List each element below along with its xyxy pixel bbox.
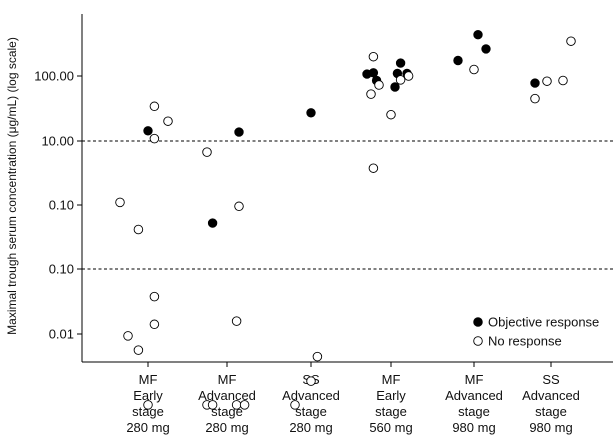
x-category-label-line: Early [376, 388, 406, 403]
y-tick-label: 0.10 [49, 198, 74, 213]
x-category-label-line: 980 mg [529, 420, 572, 435]
x-category-label-line: stage [458, 404, 490, 419]
x-category-label: SS Advanced stage 980 mg [522, 372, 580, 435]
y-tick-label: 0.10 [49, 262, 74, 277]
x-category-label-line: MF [465, 372, 484, 387]
no-response-point [202, 147, 212, 157]
objective-response-point [306, 108, 316, 118]
x-category-label-line: 280 mg [126, 420, 169, 435]
no-response-point [374, 80, 384, 90]
no-response-point [530, 93, 540, 104]
legend-label: Objective response [488, 315, 599, 330]
objective-response-point [143, 126, 153, 136]
no-response-point [306, 376, 316, 386]
no-response-point [566, 36, 576, 46]
no-response-point [403, 71, 414, 81]
x-category-label-line: MF [139, 372, 158, 387]
x-category-label-line: Advanced [445, 388, 503, 403]
no-response-point [207, 400, 218, 410]
no-response-point [115, 197, 125, 208]
x-category-label-line: stage [295, 404, 327, 419]
x-category-label-line: SS [542, 372, 560, 387]
legend: Objective response No response [473, 315, 599, 349]
x-category-label: MF Advanced stage 980 mg [445, 372, 503, 435]
x-category-label-line: Advanced [198, 388, 256, 403]
legend-label: No response [488, 334, 562, 349]
no-response-point [290, 400, 300, 410]
no-response-point [123, 331, 133, 341]
objective-response-point [390, 82, 400, 92]
x-category-label-line: 280 mg [205, 420, 248, 435]
no-response-point [133, 345, 144, 355]
no-response-point [542, 76, 552, 86]
no-response-point [143, 400, 153, 410]
x-category-label: MF Early stage 560 mg [369, 372, 412, 435]
objective-response-point [473, 30, 483, 40]
y-tick-label: 100.00 [34, 69, 74, 84]
y-tick-label: 10.00 [41, 134, 74, 149]
x-category-label-line: MF [218, 372, 237, 387]
x-category-label-line: Early [133, 388, 163, 403]
no-response-point [149, 291, 160, 302]
x-category-label: SSAdvancedstage280 mg [282, 372, 340, 435]
no-response-point [368, 163, 379, 173]
no-response-point [149, 319, 160, 330]
x-category-label-line: stage [535, 404, 567, 419]
x-category-label-line: Advanced [522, 388, 580, 403]
no-response-point [234, 201, 244, 212]
objective-response-point [234, 127, 244, 137]
no-response-point [386, 109, 396, 120]
objective-response-point [481, 44, 491, 54]
objective-response-point [395, 58, 406, 68]
objective-response-point [530, 78, 540, 88]
legend-marker-objective-response [473, 317, 483, 327]
x-category-label: MF Early stage 280 mg [126, 372, 169, 435]
x-category-label-line: 980 mg [452, 420, 495, 435]
no-response-point [558, 75, 568, 86]
objective-response-point [207, 218, 218, 228]
no-response-point [368, 51, 379, 62]
no-response-point [149, 101, 160, 112]
objective-response-point [453, 55, 463, 66]
no-response-point [163, 116, 173, 126]
no-response-point [366, 89, 376, 99]
no-response-point [469, 64, 479, 75]
no-response-point [133, 224, 144, 235]
no-response-point [149, 133, 160, 144]
x-category-label-line: stage [375, 404, 407, 419]
no-response-point [239, 400, 250, 410]
x-category-label-line: 560 mg [369, 420, 412, 435]
legend-marker-no-response [473, 336, 483, 346]
x-category-label-line: Advanced [282, 388, 340, 403]
no-response-point [312, 351, 323, 362]
no-response-point [231, 400, 242, 410]
y-tick-label: 0.01 [49, 327, 74, 342]
no-response-point [231, 316, 242, 326]
y-axis-label: Maximal trough serum concentration (μg/m… [5, 37, 19, 335]
x-category-label-line: 280 mg [289, 420, 332, 435]
no-response-point [395, 75, 406, 85]
x-category-label-line: MF [382, 372, 401, 387]
x-category-label-line: stage [132, 404, 164, 419]
